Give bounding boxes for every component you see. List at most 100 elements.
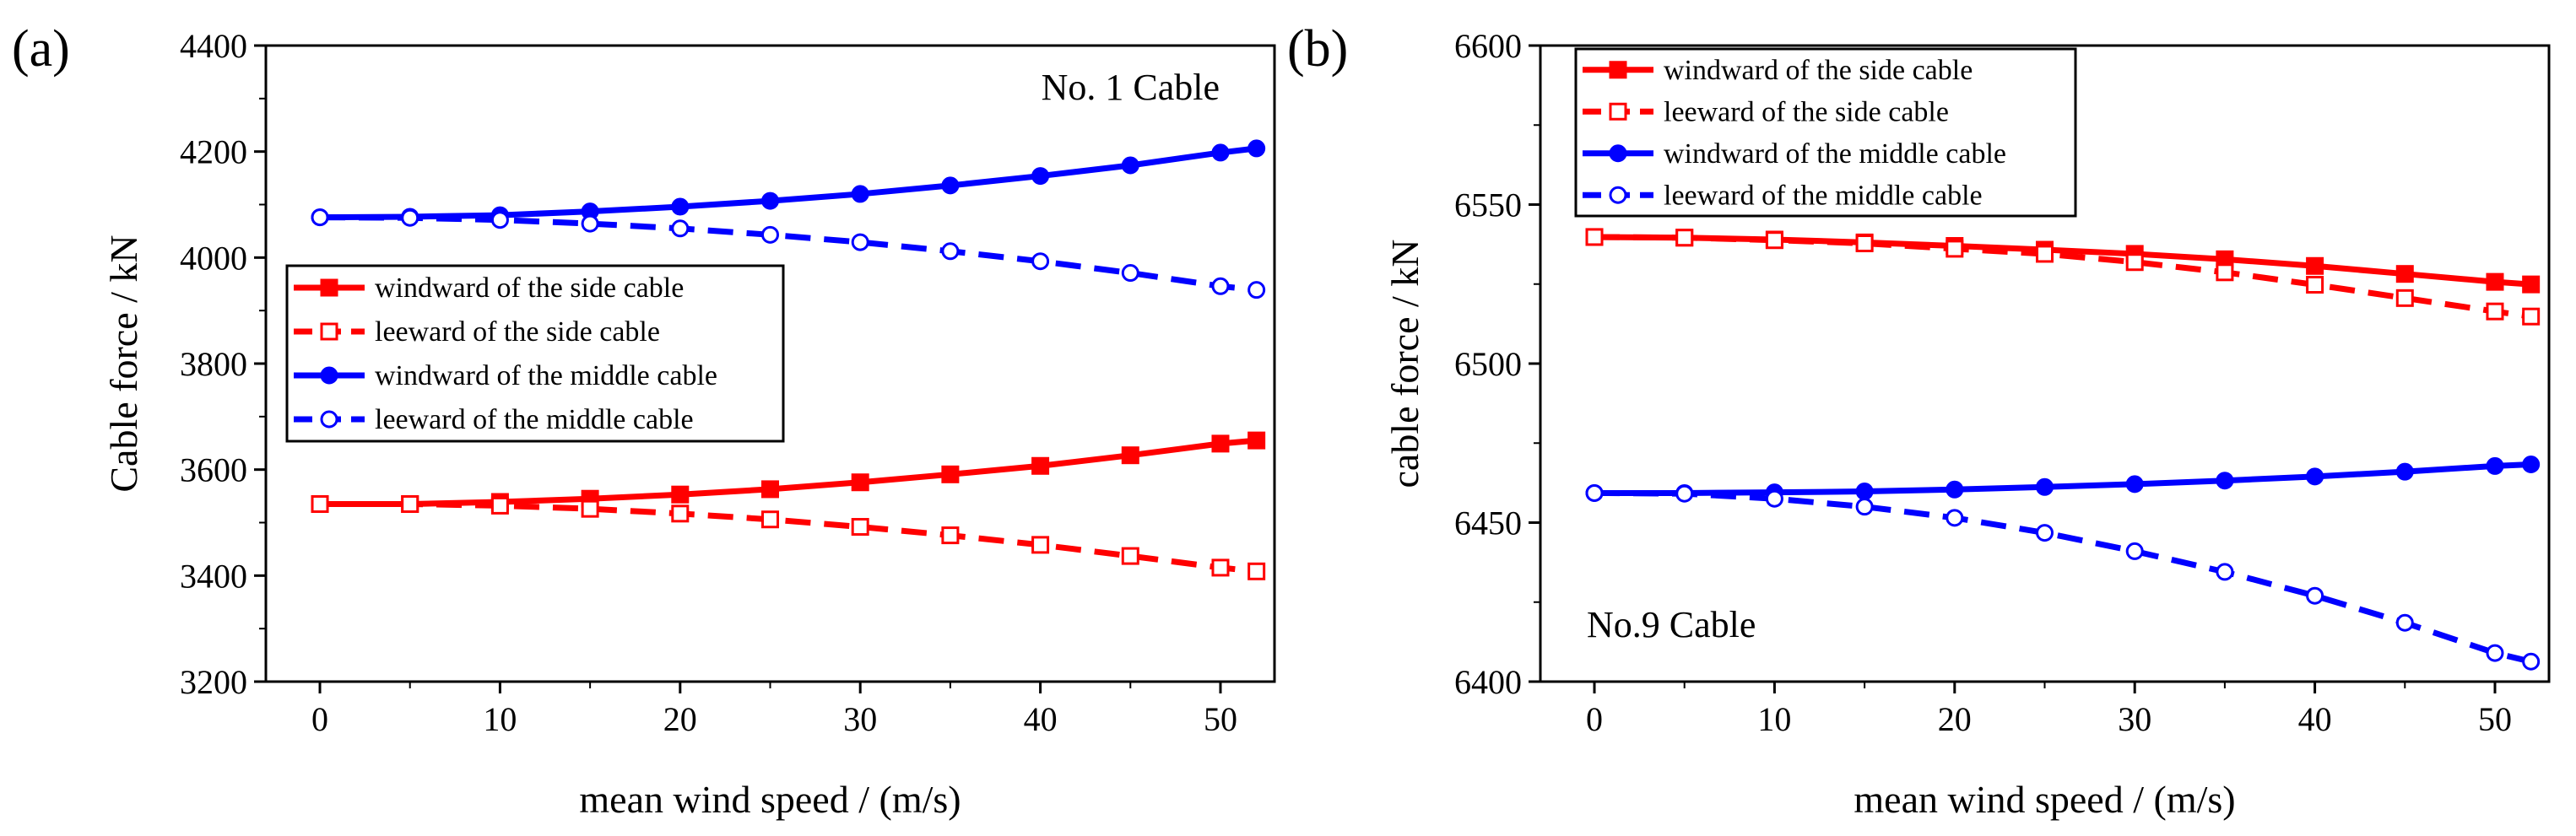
data-point <box>1946 480 1964 499</box>
data-point <box>2395 613 2414 632</box>
series-2 <box>1585 228 2541 326</box>
data-point <box>1031 456 1050 475</box>
x-tick-label: 50 <box>2478 700 2512 738</box>
data-point <box>761 480 779 499</box>
data-point <box>2486 644 2504 662</box>
data-point <box>941 465 960 483</box>
data-point <box>1765 231 1783 250</box>
series-4 <box>311 208 1266 299</box>
legend-label: windward of the middle cable <box>375 360 717 391</box>
data-point <box>1121 156 1139 175</box>
legend-marker <box>1609 186 1627 204</box>
legend-marker <box>320 322 338 341</box>
series-line <box>1594 234 2532 320</box>
data-point <box>2522 652 2541 671</box>
data-point <box>2486 456 2504 475</box>
series-line <box>1594 461 2531 496</box>
cable-annotation: No. 1 Cable <box>1042 67 1220 108</box>
y-tick-label: 3600 <box>180 451 247 489</box>
y-tick-label: 6600 <box>1454 27 1522 65</box>
series-line <box>320 501 1258 574</box>
data-point <box>1765 489 1783 508</box>
panel-label: (b) <box>1287 20 1348 78</box>
data-point <box>851 473 869 492</box>
data-point <box>1247 562 1266 580</box>
data-point <box>1585 483 1604 502</box>
data-point <box>2036 524 2054 542</box>
data-point <box>311 495 329 514</box>
data-point <box>1031 536 1050 554</box>
chart-panel-a: (a) 0 10 20 30 40 50 3200 3400 3600 3800 4000 4200 44… <box>12 20 1276 821</box>
data-point <box>671 485 690 504</box>
data-point <box>581 499 599 518</box>
data-point <box>851 185 869 203</box>
data-point <box>2306 276 2324 294</box>
y-tick-label: 6550 <box>1454 186 1522 224</box>
data-point <box>401 495 419 514</box>
legend-marker <box>320 278 338 297</box>
data-point <box>1675 229 1694 247</box>
y-tick-label: 4400 <box>180 27 247 65</box>
data-point <box>2216 263 2234 282</box>
x-tick-label: 30 <box>843 700 877 738</box>
series-2 <box>311 495 1266 580</box>
data-point <box>941 526 960 545</box>
data-point <box>941 242 960 261</box>
series-line <box>319 214 1258 294</box>
legend-label: leeward of the side cable <box>1664 96 1949 127</box>
data-point <box>1121 547 1139 565</box>
data-point <box>1211 558 1230 577</box>
x-tick-label: 50 <box>1204 700 1237 738</box>
y-tick-label: 4200 <box>180 133 247 171</box>
legend-label: windward of the side cable <box>375 272 684 304</box>
y-tick-label: 3200 <box>180 663 247 701</box>
series-line <box>320 437 1257 508</box>
x-tick-label: 10 <box>1757 700 1791 738</box>
data-point <box>2036 245 2054 263</box>
data-point <box>1855 483 1874 501</box>
cable-annotation: No.9 Cable <box>1587 604 1756 645</box>
data-point <box>2486 272 2504 291</box>
panel-label: (a) <box>12 20 70 78</box>
y-tick-label: 4000 <box>180 239 247 277</box>
data-point <box>761 225 779 244</box>
data-point <box>2486 302 2504 321</box>
chart-panel-b: (b) 0 10 20 30 40 50 6400 6450 6500 6550 6600 mean w… <box>1287 20 2551 821</box>
data-point <box>1946 240 1964 258</box>
data-point <box>1121 446 1139 465</box>
data-point <box>2522 275 2541 294</box>
y-tick-label: 3800 <box>180 345 247 383</box>
data-point <box>1855 498 1874 516</box>
legend-marker <box>320 410 338 429</box>
y-axis-title: Cable force / kN <box>102 235 145 492</box>
legend-marker <box>1609 61 1627 79</box>
data-point <box>2395 289 2414 307</box>
data-point <box>1211 277 1230 295</box>
data-point <box>2036 477 2054 496</box>
data-point <box>401 208 419 227</box>
data-point <box>851 518 869 537</box>
data-point <box>761 510 779 529</box>
data-point <box>1247 431 1266 450</box>
legend-marker <box>1609 144 1627 163</box>
x-tick-label: 0 <box>1586 700 1603 738</box>
data-point <box>2306 467 2324 486</box>
series-line <box>319 145 1258 221</box>
series-line <box>1594 489 2532 665</box>
data-point <box>1675 484 1694 503</box>
data-point <box>2306 256 2324 275</box>
legend-box <box>1574 47 2077 218</box>
data-point <box>1247 281 1266 299</box>
data-point <box>941 176 960 195</box>
data-point <box>1585 228 1604 246</box>
data-point <box>2216 472 2234 490</box>
legend: windward of the side cable leeward of the… <box>285 264 785 443</box>
legend-label: leeward of the side cable <box>375 316 660 348</box>
data-point <box>1946 509 1964 527</box>
data-point <box>671 504 690 523</box>
x-tick-label: 0 <box>311 700 328 738</box>
data-point <box>1121 264 1139 283</box>
data-point <box>490 211 509 229</box>
series-4 <box>1585 483 2541 671</box>
